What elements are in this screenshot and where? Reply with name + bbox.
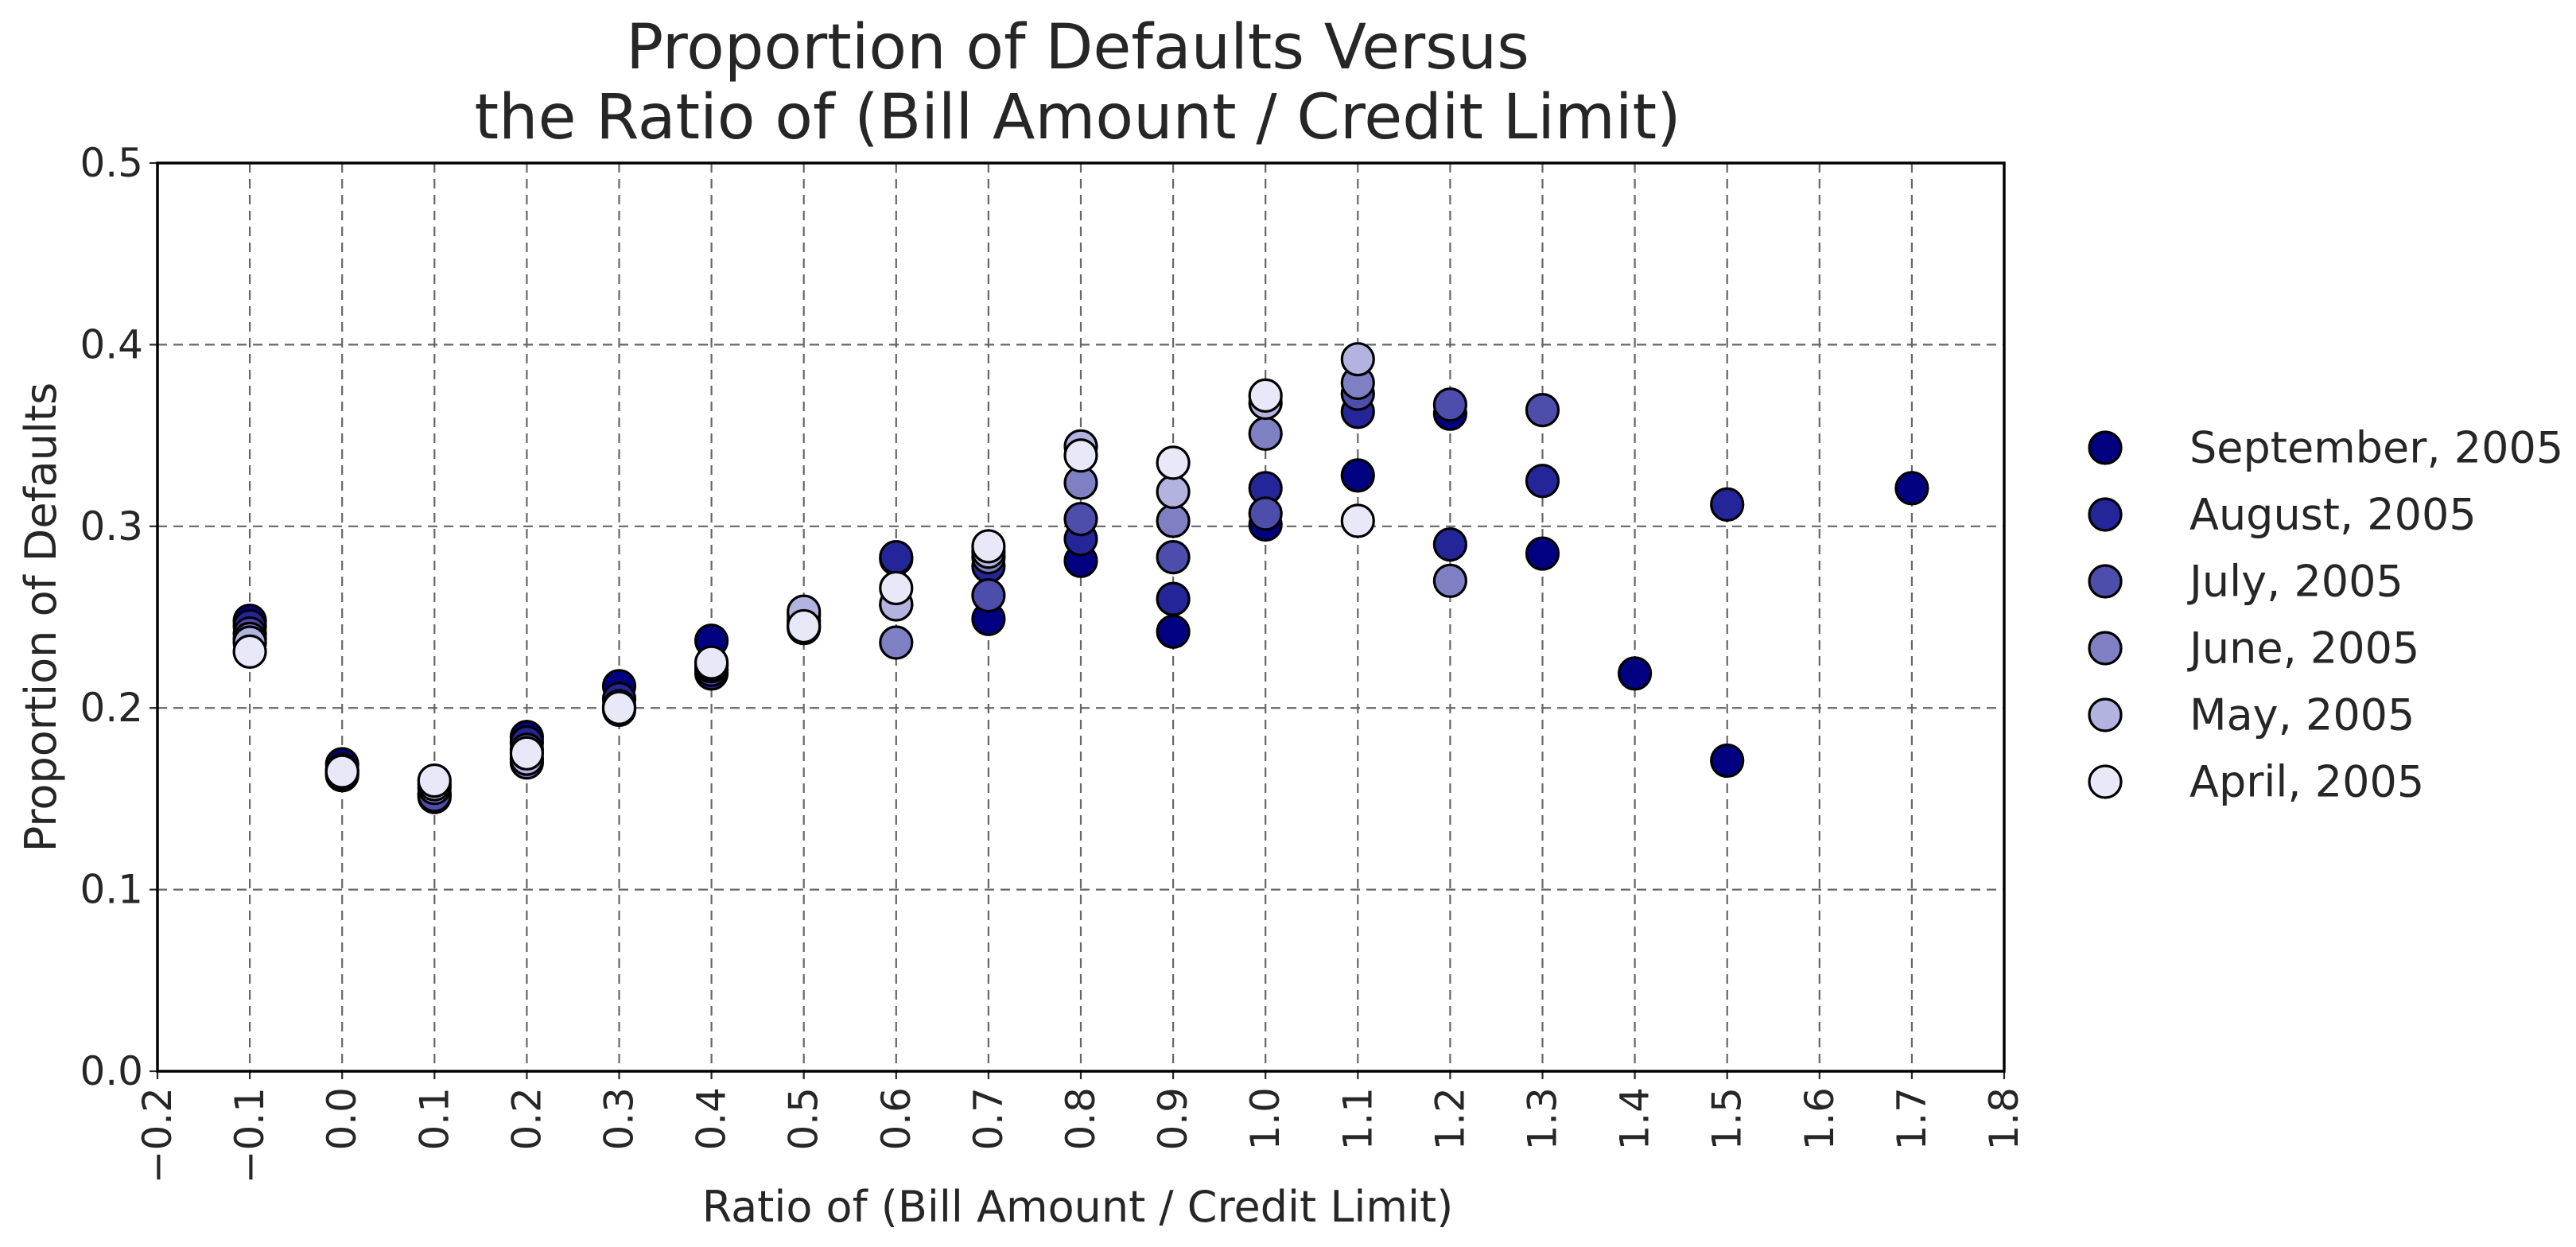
x-tick-label: 0.4	[689, 1087, 735, 1151]
y-tick-label: 0.4	[80, 321, 143, 367]
legend-label: May, 2005	[2189, 690, 2415, 740]
x-tick-label: 0.2	[503, 1087, 550, 1151]
data-point-series-2	[1432, 387, 1468, 422]
data-point-series-5	[879, 570, 914, 606]
legend-label: April, 2005	[2189, 757, 2424, 807]
axis-ticks: −0.2 −0.1 0.0 0.1 0.2 0.3 0.4 0.5 0.6 0.7 0.8 0.9 1.…	[80, 140, 2027, 1183]
data-point-series-5	[601, 690, 637, 725]
data-point-series-0	[1340, 458, 1375, 493]
x-tick-label: 0.7	[966, 1087, 1012, 1151]
data-point-series-2	[971, 577, 1006, 613]
x-tick-label: 1.6	[1797, 1087, 1843, 1151]
grid-lines	[156, 161, 2006, 1073]
data-point-series-3	[879, 625, 914, 660]
x-tick-label: 0.3	[596, 1087, 643, 1151]
legend-label: July, 2005	[2187, 557, 2403, 607]
data-point-series-5	[971, 529, 1006, 564]
x-tick-label: 1.5	[1704, 1087, 1750, 1151]
data-point-series-5	[1156, 445, 1191, 480]
legend-marker	[2088, 631, 2123, 666]
data-point-series-3	[1248, 416, 1283, 451]
x-tick-label: −0.1	[227, 1087, 273, 1183]
data-point-series-0	[1525, 536, 1560, 571]
x-tick-label: 1.0	[1242, 1087, 1288, 1151]
data-point-series-4	[1340, 342, 1375, 377]
legend: September, 2005 August, 2005 July, 2005 Jun…	[2088, 423, 2563, 807]
data-point-series-0	[1894, 471, 1929, 506]
plot-frame	[156, 161, 2006, 1073]
legend-label: August, 2005	[2189, 490, 2477, 540]
chart-title-line-2: the Ratio of (Bill Amount / Credit Limit…	[474, 82, 1680, 153]
x-tick-label: 0.0	[319, 1087, 365, 1151]
x-tick-label: −0.2	[134, 1087, 181, 1183]
data-point-series-5	[417, 763, 452, 798]
data-point-series-5	[232, 634, 267, 669]
data-point-series-5	[509, 736, 545, 771]
x-tick-label: 1.7	[1889, 1087, 1935, 1151]
x-tick-label: 0.9	[1150, 1087, 1196, 1151]
data-point-series-5	[1340, 503, 1375, 538]
data-point-series-1	[1432, 527, 1468, 562]
legend-marker	[2088, 564, 2123, 599]
data-point-series-5	[787, 608, 822, 644]
legend-marker	[2088, 697, 2123, 732]
data-point-series-3	[1156, 503, 1191, 538]
x-axis-label: Ratio of (Bill Amount / Credit Limit)	[702, 1182, 1454, 1232]
data-point-series-1	[879, 540, 914, 575]
data-point-series-5	[324, 754, 359, 789]
x-tick-label: 1.8	[1981, 1087, 2027, 1151]
x-tick-label: 1.3	[1520, 1087, 1566, 1151]
data-point-series-5	[1063, 438, 1098, 473]
legend-marker	[2088, 764, 2123, 799]
data-point-series-4	[1156, 474, 1191, 510]
chart-title-line-1: Proportion of Defaults Versus	[626, 12, 1529, 84]
data-point-series-2	[1156, 540, 1191, 575]
y-tick-label: 0.5	[80, 140, 143, 186]
data-point-series-2	[1525, 393, 1560, 428]
legend-marker	[2088, 497, 2123, 532]
data-point-series-0	[1156, 614, 1191, 649]
data-point-series-0	[1710, 743, 1745, 779]
data-points	[232, 342, 1929, 814]
data-point-series-1	[1156, 581, 1191, 616]
x-tick-label: 1.1	[1335, 1087, 1381, 1151]
x-tick-label: 0.5	[781, 1087, 827, 1151]
x-tick-label: 0.6	[873, 1087, 919, 1151]
data-point-series-1	[1710, 487, 1745, 522]
x-tick-label: 1.4	[1612, 1087, 1658, 1151]
data-point-series-2	[1063, 502, 1098, 537]
y-axis-label: Proportion of Defaults	[16, 383, 66, 852]
data-point-series-5	[694, 645, 729, 680]
y-tick-label: 0.2	[80, 685, 143, 731]
data-point-series-1	[1525, 464, 1560, 499]
legend-label: September, 2005	[2189, 423, 2563, 473]
y-tick-label: 0.0	[80, 1048, 143, 1094]
x-tick-label: 0.1	[411, 1087, 457, 1151]
y-tick-label: 0.1	[80, 867, 143, 913]
data-point-series-3	[1432, 563, 1468, 598]
x-tick-label: 1.2	[1427, 1087, 1473, 1151]
data-point-series-2	[1248, 496, 1283, 531]
x-tick-label: 0.8	[1058, 1087, 1104, 1151]
data-point-series-0	[1618, 656, 1653, 691]
legend-label: June, 2005	[2187, 624, 2419, 674]
legend-marker	[2088, 430, 2123, 465]
y-tick-label: 0.3	[80, 503, 143, 550]
data-point-series-5	[1248, 378, 1283, 413]
